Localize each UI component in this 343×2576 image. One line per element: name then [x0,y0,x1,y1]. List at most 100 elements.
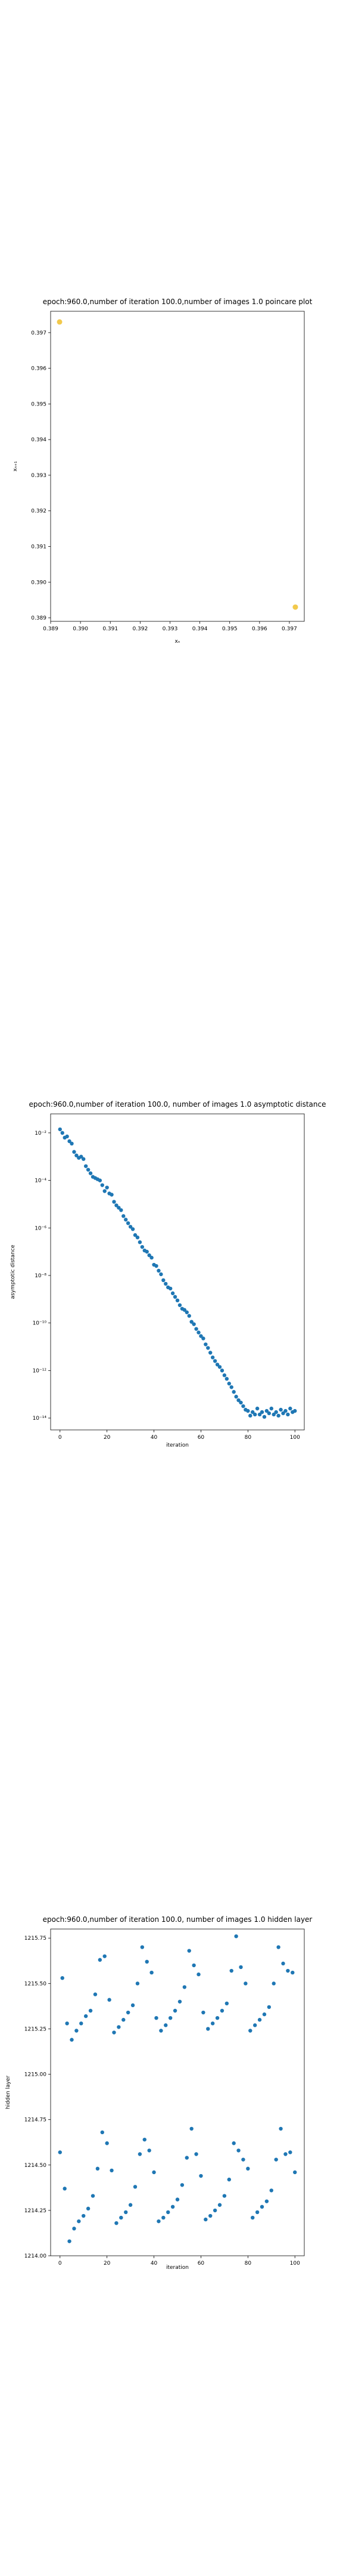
y-axis-label: hidden layer [5,2076,11,2110]
data-point [232,2141,236,2145]
data-point [239,1400,243,1405]
data-point [234,1395,238,1399]
data-point [293,1408,297,1413]
data-point [170,2205,175,2209]
data-point [135,1981,140,1986]
data-points [57,319,298,610]
data-point [112,2030,116,2035]
y-tick-label: 10⁻¹⁰ [33,1321,47,1327]
plot-frame [50,1928,305,2256]
data-point [274,1410,278,1414]
data-point [86,1168,91,1172]
data-point [88,1171,93,1175]
data-point [65,2021,69,2026]
data-point [281,1961,285,1966]
x-tick-label: 80 [245,1435,252,1441]
data-point [70,1141,74,1146]
data-point [126,1221,130,1225]
data-point [154,2015,158,2020]
data-point [175,1298,180,1303]
data-point [269,1406,273,1411]
data-point [201,1336,205,1340]
data-point [220,2008,224,2013]
chart-title: epoch:960.0,number of iteration 100.0,nu… [43,298,313,306]
data-point [227,1382,231,1386]
data-point [114,2221,119,2225]
data-point [164,2023,168,2027]
data-point [187,1314,191,1318]
data-point [197,1330,201,1335]
data-point [100,2130,104,2135]
y-tick-label: 10⁻⁶ [35,1225,46,1231]
data-point [105,2141,109,2145]
data-point [112,1200,116,1204]
data-point [140,1244,145,1249]
data-point [173,1295,177,1299]
data-point [262,1414,267,1419]
data-point [201,2010,205,2015]
y-ticks: 1214.00 1214.25 1214.50 1214.75 1215.00 1215.… [24,1936,51,2259]
data-point [246,2166,250,2171]
data-point [60,1131,64,1135]
chart-title: epoch:960.0,number of iteration 100.0, n… [43,1915,313,1924]
data-point [244,1981,248,1986]
data-point [192,1963,196,1968]
data-point [204,2217,208,2222]
data-points [58,1127,297,1419]
data-point [117,1206,121,1210]
data-point [255,1406,260,1411]
data-point [210,2021,215,2026]
data-point [98,1178,102,1182]
x-axis-label: xₙ [175,639,180,645]
data-point [189,2126,194,2131]
data-point [257,1412,262,1417]
data-point [88,2008,93,2013]
data-point [272,1981,276,1986]
data-point [246,1408,250,1413]
data-point [82,2213,86,2218]
data-point [291,1970,295,1975]
data-point [130,1227,135,1231]
data-point [288,1406,292,1411]
data-point [170,1291,175,1296]
y-tick-label: 0.390 [31,580,46,586]
data-point [102,1954,107,1958]
data-point [185,2156,189,2160]
data-point [224,2001,229,2006]
data-point [133,2185,138,2189]
data-point [100,1183,104,1187]
x-tick-label: 60 [198,1435,205,1441]
data-point [248,2029,252,2033]
y-tick-label: 1214.00 [24,2253,46,2259]
data-point [98,1958,102,1962]
y-tick-label: 0.391 [31,544,46,550]
y-tick-label: 0.389 [31,615,46,621]
y-tick-label: 0.394 [31,437,46,443]
y-ticks: 0.389 0.390 0.391 0.392 0.393 0.394 0.395 0.396… [31,330,51,621]
data-point [157,2219,161,2224]
data-point [70,2038,74,2042]
data-point [283,2152,288,2156]
y-ticks: 10⁻² 10⁻⁴ 10⁻⁶ 10⁻⁸ 10⁻¹⁰ 10⁻¹² 10⁻¹⁴ [33,1131,51,1422]
data-point [145,1959,149,1964]
data-point [272,1412,276,1417]
y-tick-label: 1214.25 [24,2208,46,2214]
data-point [251,1410,255,1414]
data-point [128,1225,133,1229]
data-point [199,2174,203,2178]
data-point [114,1203,119,1208]
x-tick-label: 0.389 [43,626,58,632]
y-tick-label: 10⁻⁴ [35,1178,46,1184]
data-point [234,1934,238,1939]
data-point [110,2168,114,2173]
data-point [110,1193,114,1197]
data-point [260,2205,264,2209]
data-point [175,2197,180,2202]
x-tick-label: 0.391 [102,626,118,632]
data-point [185,1310,189,1314]
data-point [149,1970,154,1975]
data-point [267,1411,272,1416]
data-point [274,2157,278,2162]
data-point [67,1139,71,1144]
data-point [86,2206,91,2211]
